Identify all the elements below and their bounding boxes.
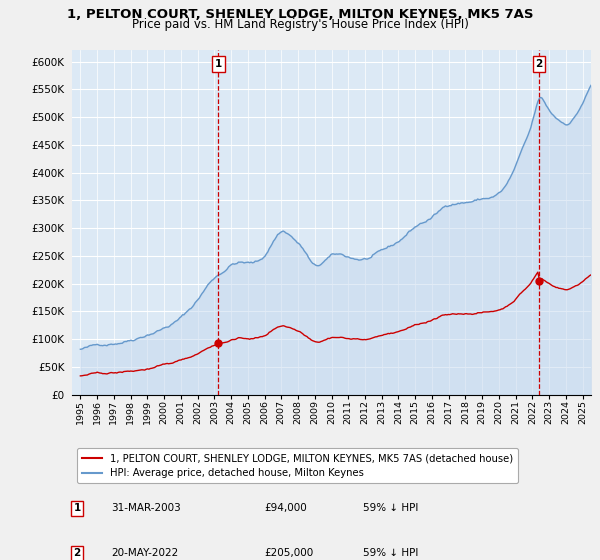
Text: £94,000: £94,000 — [264, 503, 307, 514]
Text: 1: 1 — [215, 59, 222, 69]
Text: 20-MAY-2022: 20-MAY-2022 — [111, 548, 178, 558]
Text: 1: 1 — [74, 503, 81, 514]
Text: 59% ↓ HPI: 59% ↓ HPI — [362, 503, 418, 514]
Text: 2: 2 — [535, 59, 542, 69]
Text: Price paid vs. HM Land Registry's House Price Index (HPI): Price paid vs. HM Land Registry's House … — [131, 18, 469, 31]
Text: 2: 2 — [74, 548, 81, 558]
Text: £205,000: £205,000 — [264, 548, 313, 558]
Text: 59% ↓ HPI: 59% ↓ HPI — [362, 548, 418, 558]
Text: 31-MAR-2003: 31-MAR-2003 — [111, 503, 181, 514]
Legend: 1, PELTON COURT, SHENLEY LODGE, MILTON KEYNES, MK5 7AS (detached house), HPI: Av: 1, PELTON COURT, SHENLEY LODGE, MILTON K… — [77, 448, 518, 483]
Text: 1, PELTON COURT, SHENLEY LODGE, MILTON KEYNES, MK5 7AS: 1, PELTON COURT, SHENLEY LODGE, MILTON K… — [67, 8, 533, 21]
